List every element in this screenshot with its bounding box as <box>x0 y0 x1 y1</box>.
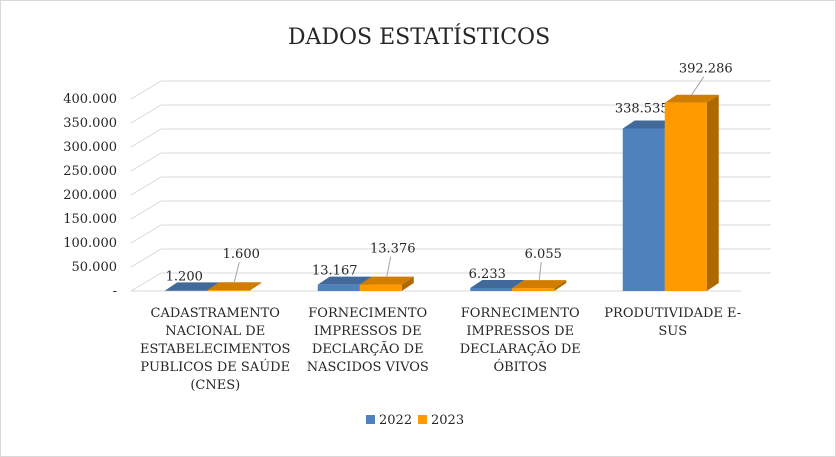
bar-front <box>622 128 665 291</box>
bar-side <box>706 94 719 291</box>
y-tick-label: 100.000 <box>63 236 117 251</box>
category-label: IMPRESSOS DE <box>466 324 574 339</box>
category-label: DECLARAÇÃO DE <box>460 341 581 357</box>
bar: 1.200 <box>165 269 220 291</box>
category-label: SUS <box>658 324 687 339</box>
legend-label: 2023 <box>431 413 464 428</box>
data-label: 392.286 <box>679 62 733 77</box>
y-tick-label: 50.000 <box>72 260 118 275</box>
bar-front <box>470 288 513 291</box>
category-label: FORNECIMENTO <box>461 306 580 321</box>
bars: 1.200 13.167 6.233 338.535 1.600 13.376 6.055 3… <box>165 62 733 291</box>
bar: 1.600 <box>207 247 262 291</box>
bar-front <box>207 290 250 291</box>
bar-side <box>401 276 414 291</box>
category-label: NASCIDOS VIVOS <box>307 360 429 375</box>
side-gridline-4 <box>130 176 162 196</box>
bar-top <box>512 280 567 289</box>
bar-top <box>317 276 372 285</box>
data-label: 6.055 <box>525 247 562 262</box>
side-gridline-2 <box>130 224 162 244</box>
legend-swatch <box>366 415 375 424</box>
bar-top <box>664 94 719 103</box>
data-label-leader <box>386 256 392 277</box>
category-label: CADASTRAMENTO <box>151 306 280 321</box>
y-tick-label: 400.000 <box>63 92 117 107</box>
bar-front <box>165 290 208 291</box>
side-gridline-1 <box>130 248 162 268</box>
bar-front <box>359 284 402 291</box>
category-label: NACIONAL DE <box>165 324 265 339</box>
legend-swatch <box>418 415 427 424</box>
bar: 6.055 <box>512 247 567 291</box>
bar: 13.376 <box>359 242 416 291</box>
side-gridline-3 <box>130 200 162 220</box>
category-label: PUBLICOS DE SAÚDE <box>140 358 290 375</box>
bar-side <box>249 282 262 291</box>
bar-front <box>664 102 707 291</box>
category-label: ÓBITOS <box>493 358 547 375</box>
bar-front <box>512 288 555 291</box>
side-gridline-8 <box>130 80 162 100</box>
bar-top <box>207 282 262 291</box>
y-tick-label: 200.000 <box>63 188 117 203</box>
data-label: 338.535 <box>615 102 669 117</box>
bar-top <box>470 280 525 289</box>
bar-side <box>554 280 567 291</box>
chart-title: DADOS ESTATÍSTICOS <box>288 23 550 50</box>
category-label: IMPRESSOS DE <box>314 324 422 339</box>
y-tick-label: - <box>113 284 117 299</box>
data-label: 1.600 <box>223 247 260 262</box>
category-label: (CNES) <box>190 378 240 393</box>
legend: 2022 2023 <box>366 413 464 428</box>
bar-front <box>317 284 360 291</box>
data-label-leader <box>538 262 542 281</box>
side-gridline-0 <box>130 272 162 292</box>
bar-top <box>359 276 414 285</box>
y-tick-label: 150.000 <box>63 212 117 227</box>
category-label: DECLARÇÃO DE <box>312 341 424 357</box>
data-label: 13.167 <box>312 264 358 279</box>
side-gridline-7 <box>130 104 162 124</box>
category-label: PRODUTIVIDADE E- <box>604 306 741 321</box>
data-label-leader <box>233 262 240 283</box>
side-gridline-6 <box>130 128 162 148</box>
bar-top <box>622 120 677 129</box>
data-label: 13.376 <box>370 242 416 257</box>
category-label: ESTABELECIMENTOS <box>140 342 290 357</box>
y-tick-label: 300.000 <box>63 140 117 155</box>
bar-top <box>165 282 220 291</box>
legend-label: 2022 <box>379 413 412 428</box>
y-tick-label: 250.000 <box>63 164 117 179</box>
side-gridline-5 <box>130 152 162 172</box>
y-tick-label: 350.000 <box>63 116 117 131</box>
data-label-leader <box>691 76 705 95</box>
data-label: 1.200 <box>166 269 203 284</box>
bar: 392.286 <box>664 62 733 291</box>
category-label: FORNECIMENTO <box>308 306 427 321</box>
data-label: 6.233 <box>469 267 506 282</box>
